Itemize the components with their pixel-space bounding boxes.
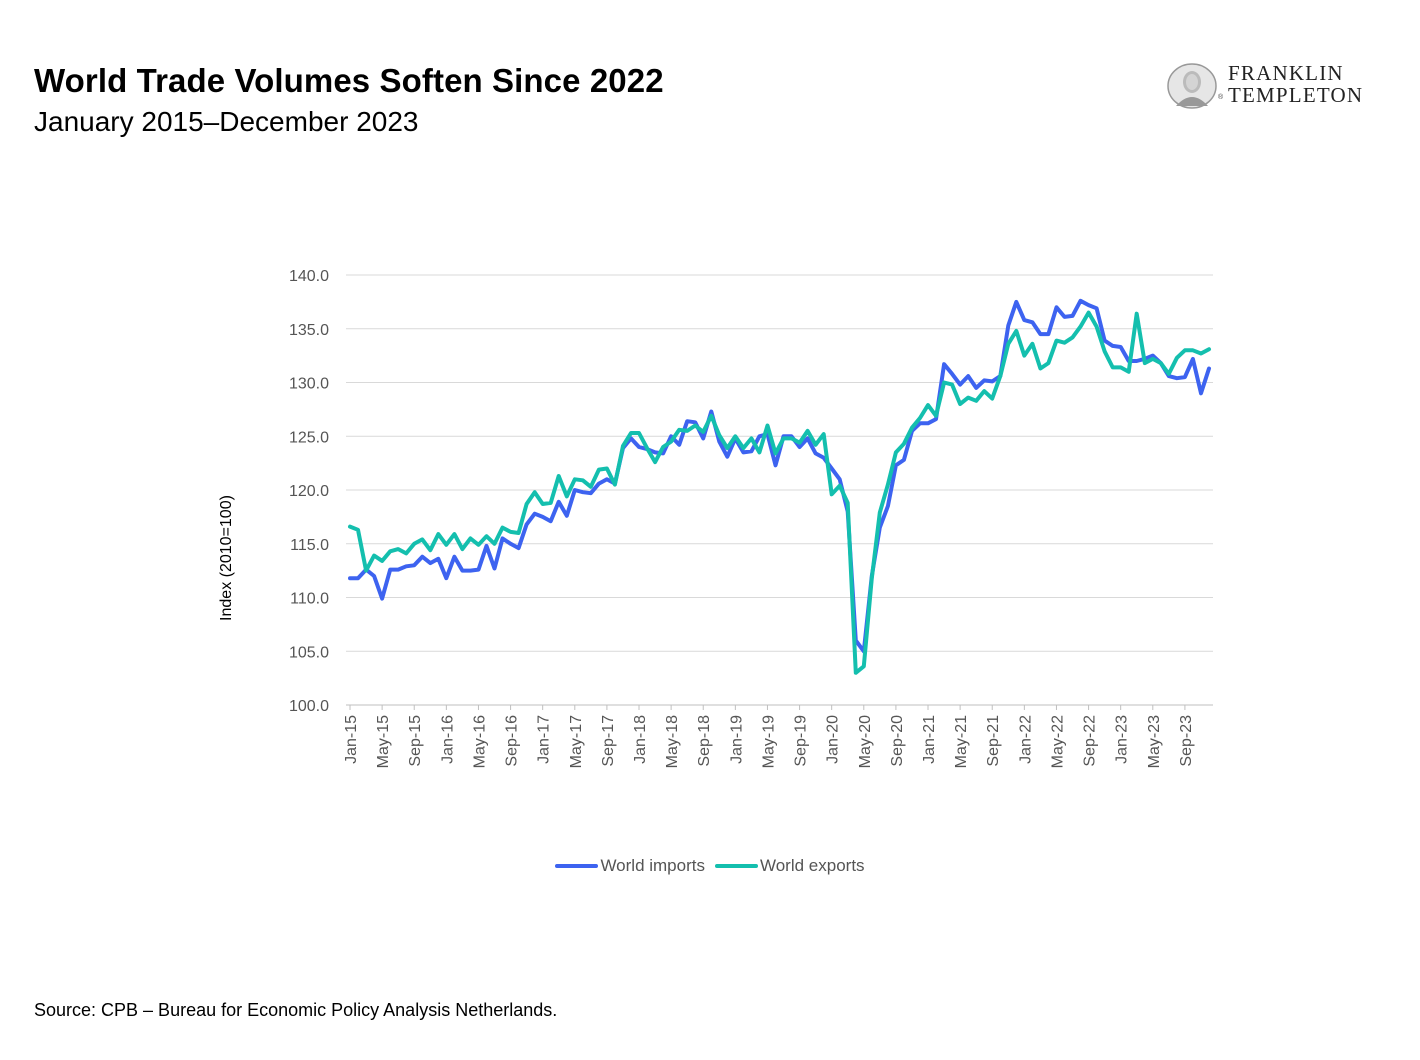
y-tick-labels: 100.0 105.0 110.0 115.0 120.0 125.0 130.0 135.0… (289, 268, 329, 715)
gridlines (346, 275, 1213, 705)
y-tick-label: 125.0 (289, 429, 329, 446)
x-tick-label: Jan-18 (632, 715, 649, 764)
y-tick-label: 140.0 (289, 268, 329, 285)
x-tick-label: May-23 (1146, 715, 1163, 768)
y-tick-label: 100.0 (289, 698, 329, 715)
x-tick-label: May-16 (471, 715, 488, 768)
x-tick-label: May-15 (375, 715, 392, 768)
legend-swatch-exports (715, 864, 758, 868)
legend: World imports World exports (0, 856, 1420, 876)
source-note: Source: CPB – Bureau for Economic Policy… (34, 1000, 557, 1021)
x-tick-label: Sep-21 (985, 715, 1002, 767)
y-tick-label: 110.0 (290, 591, 329, 608)
y-tick-label: 135.0 (289, 322, 329, 339)
x-tick-label: Sep-17 (600, 715, 617, 767)
x-tick-label: Sep-18 (696, 715, 713, 767)
x-tick-label: Jan-17 (536, 715, 553, 764)
series-line-exports (350, 313, 1209, 673)
series-line-imports (350, 301, 1209, 652)
x-tick-label: Sep-16 (504, 715, 521, 767)
x-tick-label: Sep-20 (889, 715, 906, 767)
legend-label-exports: World exports (760, 856, 865, 876)
x-tick-label: Jan-21 (921, 715, 938, 764)
x-tick-label: Sep-19 (793, 715, 810, 767)
x-tick-label: May-22 (1049, 715, 1066, 768)
x-tick-label: Jan-16 (439, 715, 456, 764)
legend-item-exports: World exports (715, 856, 865, 876)
x-tick-label: May-19 (760, 715, 777, 768)
x-tick-label: May-18 (664, 715, 681, 768)
x-tick-labels: Jan-15 May-15 Sep-15 Jan-16 May-16 Sep-16 Jan-… (343, 705, 1195, 768)
y-tick-label: 115.0 (290, 537, 329, 554)
x-tick-label: Jan-19 (728, 715, 745, 764)
legend-item-imports: World imports (555, 856, 705, 876)
x-tick-label: Jan-20 (825, 715, 842, 764)
x-tick-label: Sep-23 (1178, 715, 1195, 767)
x-tick-label: Jan-23 (1114, 715, 1131, 764)
y-tick-label: 105.0 (289, 644, 329, 661)
x-tick-label: Jan-22 (1017, 715, 1034, 764)
y-tick-label: 130.0 (289, 376, 329, 393)
x-tick-label: Sep-22 (1082, 715, 1099, 767)
y-axis-label: Index (2010=100) (218, 495, 235, 621)
x-tick-label: May-17 (568, 715, 585, 768)
y-tick-label: 120.0 (289, 483, 329, 500)
series-lines (350, 301, 1209, 673)
x-tick-label: Jan-15 (343, 715, 360, 764)
x-tick-label: Sep-15 (407, 715, 424, 767)
x-tick-label: May-20 (857, 715, 874, 768)
legend-label-imports: World imports (600, 856, 705, 876)
legend-swatch-imports (555, 864, 598, 868)
x-tick-label: May-21 (953, 715, 970, 768)
